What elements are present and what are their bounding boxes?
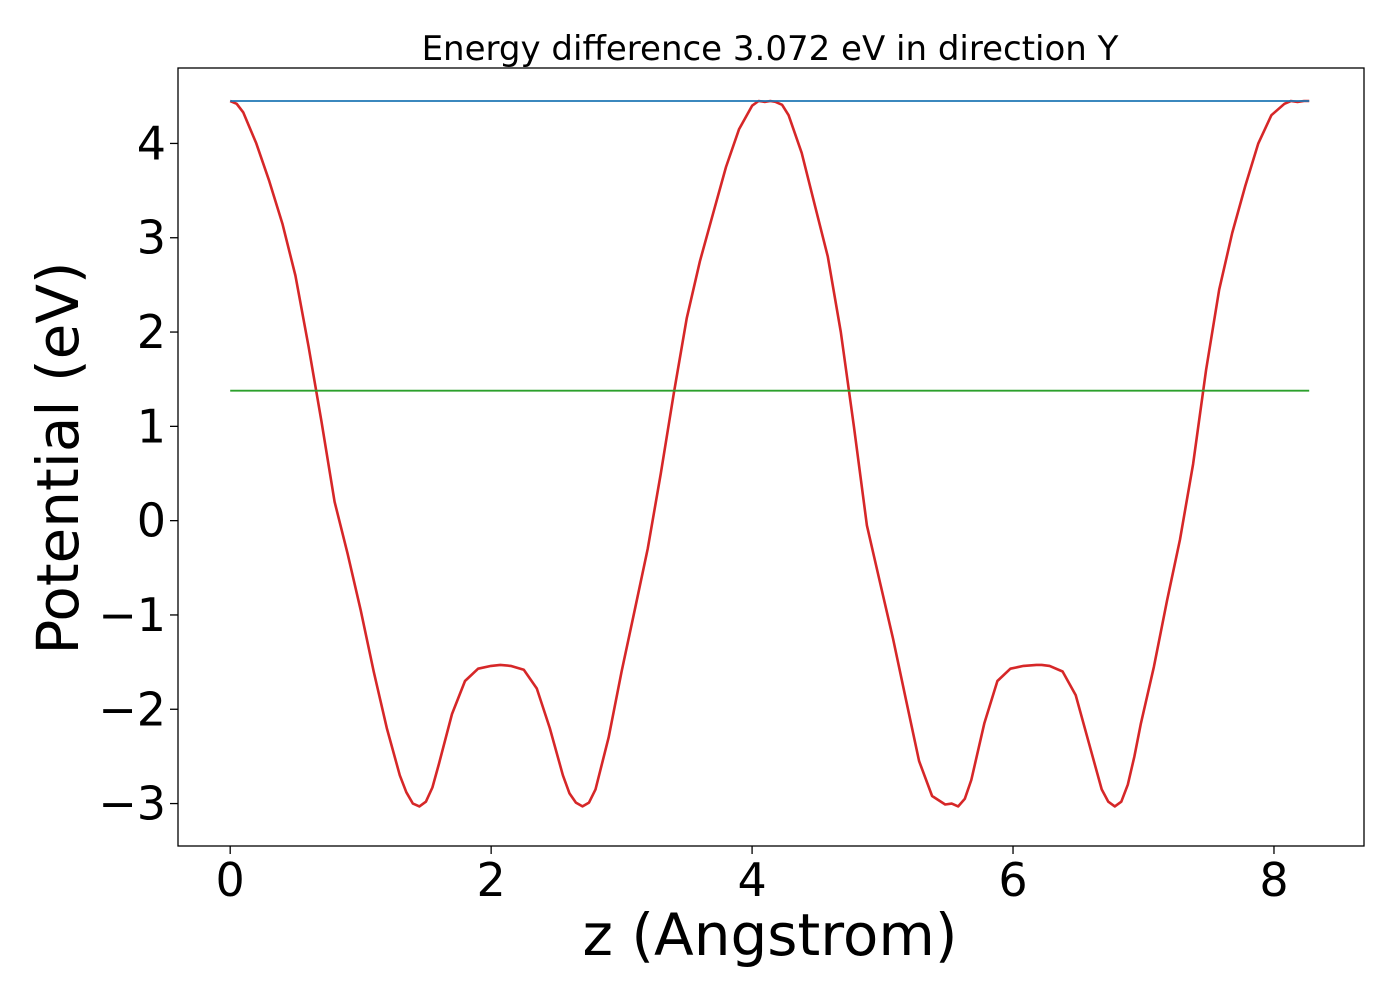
y-tick-label: 4	[137, 116, 166, 170]
y-tick-label: 0	[137, 494, 166, 548]
y-axis-ticks: −3 −2 −1 0 1 2 3 4	[98, 116, 178, 831]
x-axis-ticks: 0 2 4 6 8	[216, 846, 1289, 907]
x-tick-label: 2	[476, 853, 505, 907]
plot-frame	[177, 67, 1365, 847]
x-tick-label: 8	[1259, 853, 1288, 907]
x-tick-label: 6	[998, 853, 1027, 907]
x-tick-label: 4	[737, 853, 766, 907]
x-tick-label: 0	[216, 853, 245, 907]
y-tick-label: 1	[137, 399, 166, 453]
potential-curve-line	[229, 99, 1310, 808]
y-tick-label: −2	[98, 682, 166, 736]
y-tick-label: −1	[98, 588, 166, 642]
y-tick-label: −3	[98, 777, 166, 831]
series-layer	[229, 99, 1310, 808]
y-tick-label: 2	[137, 305, 166, 359]
chart-title: Energy difference 3.072 eV in direction …	[422, 29, 1119, 69]
y-tick-label: 3	[137, 211, 166, 265]
y-axis-label: Potential (eV)	[24, 261, 92, 654]
x-axis-label: z (Angstrom)	[583, 901, 958, 969]
